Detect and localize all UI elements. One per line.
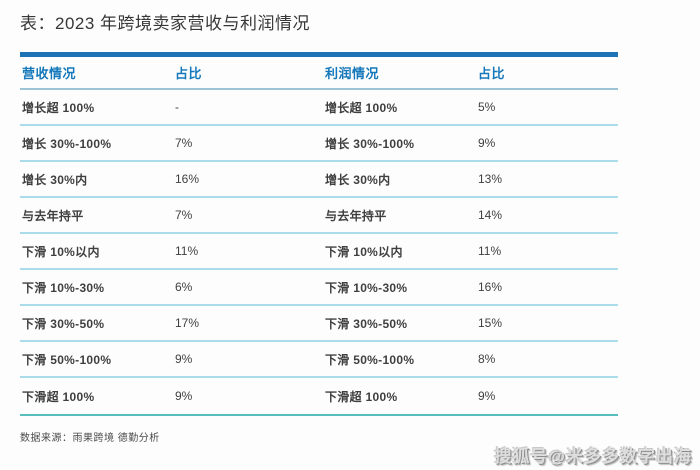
revenue-cell: 下滑 10%-30% bbox=[22, 280, 105, 295]
table-row: 下滑 30%-50% 17% 下滑 30%-50% 15% bbox=[20, 306, 618, 342]
profit-share-cell: 5% bbox=[478, 100, 496, 114]
table-row: 下滑 50%-100% 9% 下滑 50%-100% 8% bbox=[20, 342, 618, 378]
profit-share-cell: 15% bbox=[478, 316, 503, 330]
column-header-revenue: 营收情况 bbox=[22, 66, 77, 81]
table-row: 增长 30%内 16% 增长 30%内 13% bbox=[20, 162, 618, 198]
data-source-note: 数据来源：雨果跨境 德勤分析 bbox=[20, 433, 160, 444]
table-row: 增长 30%-100% 7% 增长 30%-100% 9% bbox=[20, 126, 618, 162]
revenue-share-cell: 11% bbox=[175, 244, 199, 258]
profit-share-cell: 11% bbox=[478, 244, 502, 258]
revenue-share-cell: 9% bbox=[175, 352, 193, 366]
column-header-profit: 利润情况 bbox=[325, 66, 380, 81]
profit-cell: 增长 30%内 bbox=[325, 172, 391, 187]
profit-cell: 增长 30%-100% bbox=[325, 136, 415, 151]
profit-share-cell: 9% bbox=[478, 389, 496, 403]
revenue-share-cell: 7% bbox=[175, 208, 193, 222]
revenue-cell: 增长 30%-100% bbox=[22, 136, 112, 151]
profit-cell: 下滑 30%-50% bbox=[325, 316, 408, 331]
table-row: 下滑 10%-30% 6% 下滑 10%-30% 16% bbox=[20, 270, 618, 306]
profit-share-cell: 16% bbox=[478, 280, 503, 294]
table-header-row: 营收情况 占比 利润情况 占比 bbox=[20, 52, 618, 90]
revenue-profit-table: 营收情况 占比 利润情况 占比 增长超 100% - 增长超 100% 5% 增… bbox=[20, 52, 618, 416]
revenue-cell: 下滑 30%-50% bbox=[22, 316, 105, 331]
column-header-profit-share: 占比 bbox=[478, 66, 506, 81]
column-header-revenue-share: 占比 bbox=[175, 66, 203, 81]
revenue-share-cell: 9% bbox=[175, 389, 193, 403]
revenue-cell: 与去年持平 bbox=[22, 208, 84, 223]
revenue-cell: 下滑 10%以内 bbox=[22, 244, 100, 259]
profit-share-cell: 13% bbox=[478, 172, 503, 186]
revenue-cell: 下滑超 100% bbox=[22, 389, 95, 404]
revenue-cell: 增长超 100% bbox=[22, 100, 95, 115]
page-title: 表：2023 年跨境卖家营收与利润情况 bbox=[20, 14, 311, 33]
table-row: 下滑超 100% 9% 下滑超 100% 9% bbox=[20, 378, 618, 414]
profit-share-cell: 14% bbox=[478, 208, 503, 222]
revenue-share-cell: - bbox=[175, 100, 179, 114]
profit-cell: 下滑 50%-100% bbox=[325, 352, 415, 367]
table-body: 增长超 100% - 增长超 100% 5% 增长 30%-100% 7% 增长… bbox=[20, 90, 618, 416]
revenue-cell: 下滑 50%-100% bbox=[22, 352, 112, 367]
sohu-watermark: 搜狐号@米多多数字出海 bbox=[494, 447, 692, 466]
profit-share-cell: 9% bbox=[478, 136, 496, 150]
profit-cell: 与去年持平 bbox=[325, 208, 387, 223]
profit-cell: 下滑 10%-30% bbox=[325, 280, 408, 295]
profit-cell: 下滑超 100% bbox=[325, 389, 398, 404]
profit-cell: 下滑 10%以内 bbox=[325, 244, 403, 259]
table-row: 增长超 100% - 增长超 100% 5% bbox=[20, 90, 618, 126]
revenue-cell: 增长 30%内 bbox=[22, 172, 88, 187]
revenue-share-cell: 16% bbox=[175, 172, 200, 186]
table-row: 下滑 10%以内 11% 下滑 10%以内 11% bbox=[20, 234, 618, 270]
table-row: 与去年持平 7% 与去年持平 14% bbox=[20, 198, 618, 234]
revenue-share-cell: 17% bbox=[175, 316, 200, 330]
profit-cell: 增长超 100% bbox=[325, 100, 398, 115]
profit-share-cell: 8% bbox=[478, 352, 496, 366]
revenue-share-cell: 7% bbox=[175, 136, 193, 150]
revenue-share-cell: 6% bbox=[175, 280, 193, 294]
